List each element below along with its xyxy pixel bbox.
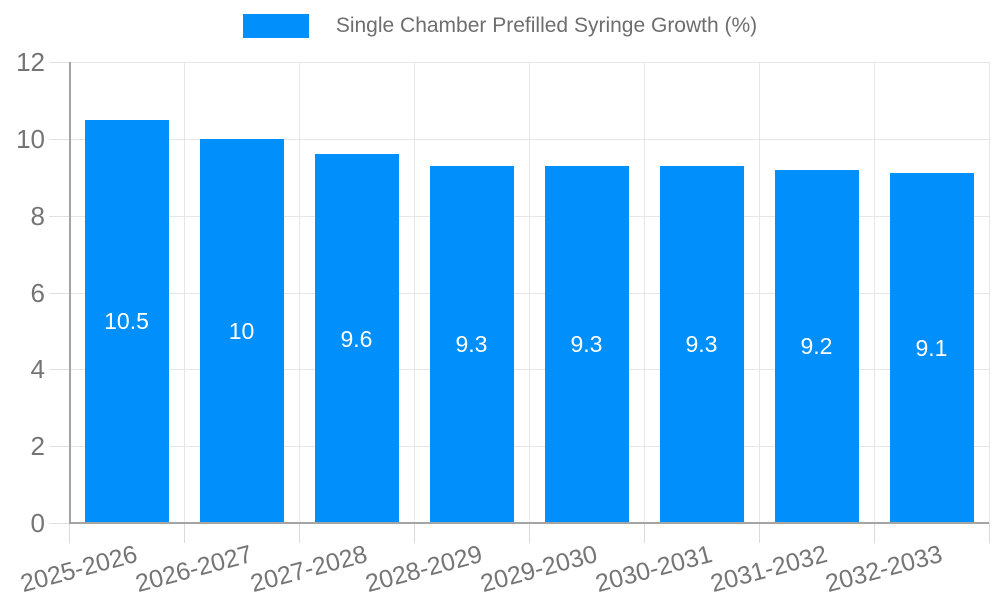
y-axis-tick bbox=[49, 446, 69, 448]
x-axis-line bbox=[69, 522, 989, 524]
legend-item[interactable]: Single Chamber Prefilled Syringe Growth … bbox=[242, 14, 758, 38]
legend: Single Chamber Prefilled Syringe Growth … bbox=[0, 14, 1000, 38]
y-tick-label: 10 bbox=[16, 123, 45, 154]
y-tick-label: 2 bbox=[30, 431, 45, 462]
x-axis-tick bbox=[69, 523, 70, 543]
bar-value-label: 9.3 bbox=[455, 331, 488, 358]
x-axis-tick bbox=[184, 523, 185, 543]
y-tick-label: 6 bbox=[30, 277, 45, 308]
x-axis-tick bbox=[414, 523, 415, 543]
bar[interactable] bbox=[659, 165, 744, 523]
y-axis-tick bbox=[49, 292, 69, 294]
bar-value-label: 9.6 bbox=[340, 325, 373, 352]
bar[interactable] bbox=[544, 165, 629, 523]
gridline-vertical bbox=[759, 62, 760, 523]
bar[interactable] bbox=[889, 173, 974, 523]
bar-value-label: 9.3 bbox=[570, 331, 603, 358]
legend-label: Single Chamber Prefilled Syringe Growth … bbox=[335, 14, 758, 37]
y-axis-tick bbox=[49, 138, 69, 140]
x-axis-tick bbox=[989, 523, 990, 543]
x-axis-tick bbox=[759, 523, 760, 543]
bar-value-label: 9.3 bbox=[685, 331, 718, 358]
y-tick-label: 0 bbox=[30, 508, 45, 538]
y-axis-tick bbox=[49, 62, 69, 63]
x-axis-tick bbox=[299, 523, 300, 543]
plot-area: 0 2 4 6 8 10 12 10.5 2025-2026 10 2026-2027 9.6 2027… bbox=[16, 47, 990, 598]
y-axis-line bbox=[69, 62, 71, 523]
x-axis-tick bbox=[644, 523, 645, 543]
y-tick-label: 8 bbox=[30, 200, 45, 231]
gridline-vertical bbox=[299, 62, 300, 523]
y-axis-tick bbox=[49, 369, 69, 371]
bar[interactable] bbox=[199, 138, 284, 523]
gridline-vertical bbox=[644, 62, 645, 523]
bar-value-label: 9.2 bbox=[800, 333, 833, 360]
legend-swatch-icon bbox=[242, 14, 309, 38]
gridline-vertical bbox=[989, 62, 990, 523]
y-tick-label: 12 bbox=[16, 47, 45, 77]
y-axis-tick bbox=[49, 215, 69, 217]
gridline-vertical bbox=[874, 62, 875, 523]
x-axis-tick bbox=[529, 523, 530, 543]
y-tick-label: 4 bbox=[30, 354, 45, 385]
gridline-vertical bbox=[529, 62, 530, 523]
gridline-vertical bbox=[414, 62, 415, 523]
bar-value-label: 9.1 bbox=[915, 335, 948, 362]
y-axis-tick bbox=[49, 523, 69, 524]
x-axis-tick bbox=[874, 523, 875, 543]
bar[interactable] bbox=[429, 165, 514, 523]
bar[interactable] bbox=[314, 154, 399, 523]
bar-value-label: 10.5 bbox=[104, 308, 149, 335]
bar-value-label: 10 bbox=[228, 317, 255, 344]
gridline-vertical bbox=[184, 62, 185, 523]
bar[interactable] bbox=[84, 119, 169, 523]
bar[interactable] bbox=[774, 169, 859, 523]
